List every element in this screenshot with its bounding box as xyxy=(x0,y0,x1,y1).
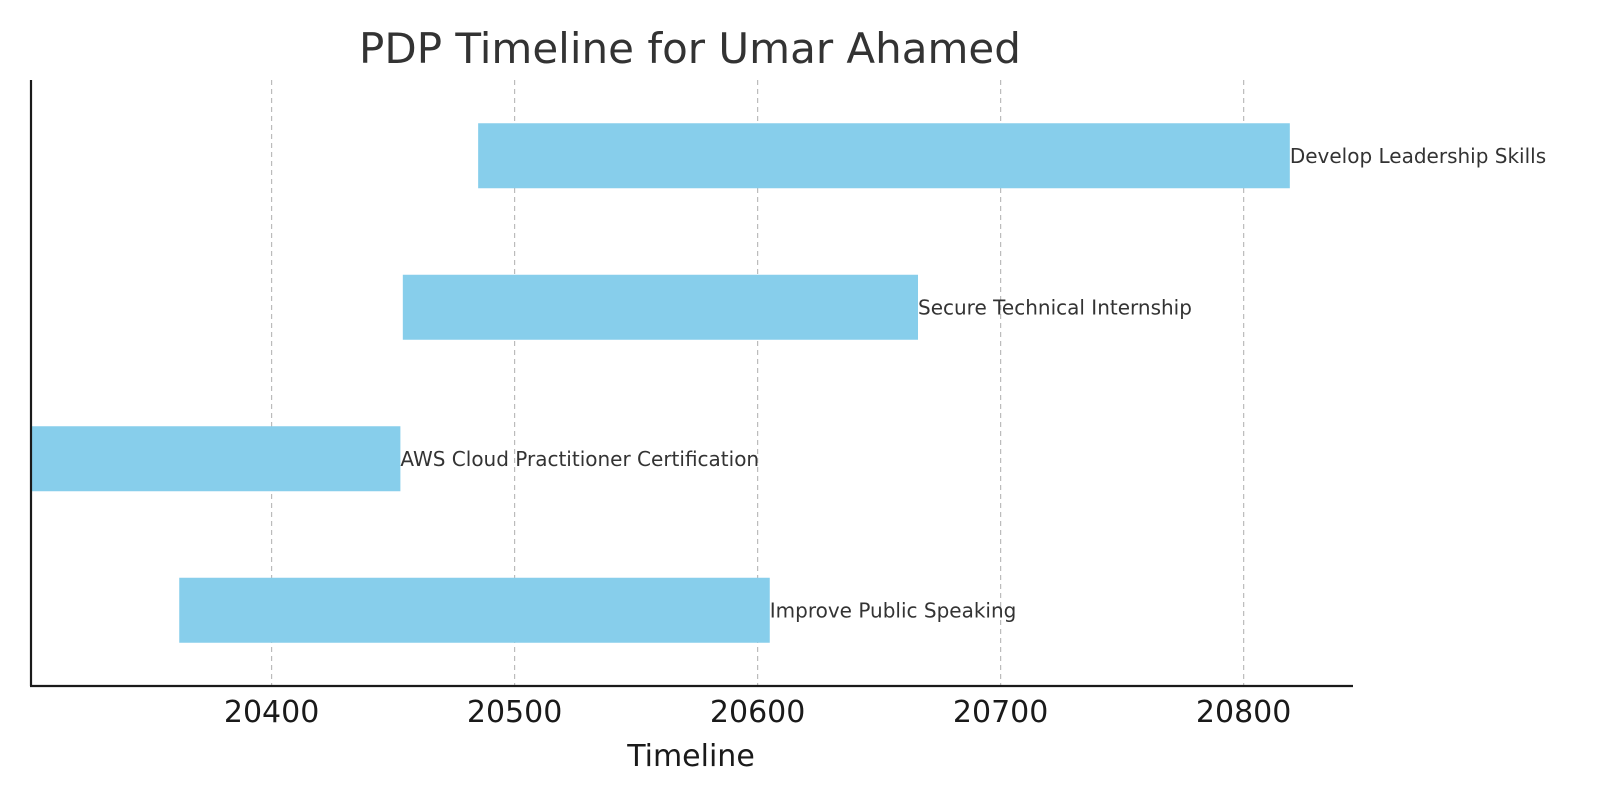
x-tick-label: 20700 xyxy=(953,695,1048,730)
timeline-bar xyxy=(478,123,1290,189)
bars xyxy=(31,123,1290,643)
bar-label: Develop Leadership Skills xyxy=(1290,144,1546,168)
chart-title: PDP Timeline for Umar Ahamed xyxy=(359,24,1021,73)
bar-label: AWS Cloud Practitioner Certification xyxy=(400,447,759,471)
timeline-bar xyxy=(179,577,770,643)
x-tick-label: 20800 xyxy=(1196,695,1291,730)
x-tick-label: 20600 xyxy=(710,695,805,730)
x-ticks: 20400 20500 20600 20700 20800 xyxy=(224,695,1291,730)
bar-label: Secure Technical Internship xyxy=(918,295,1192,319)
bar-label: Improve Public Speaking xyxy=(770,598,1017,622)
bar-labels: Improve Public Speaking AWS Cloud Practit… xyxy=(400,144,1546,623)
timeline-bar xyxy=(402,274,919,340)
timeline-bar xyxy=(31,426,401,492)
x-tick-label: 20500 xyxy=(467,695,562,730)
x-tick-label: 20400 xyxy=(224,695,319,730)
x-axis-title: Timeline xyxy=(626,739,755,774)
